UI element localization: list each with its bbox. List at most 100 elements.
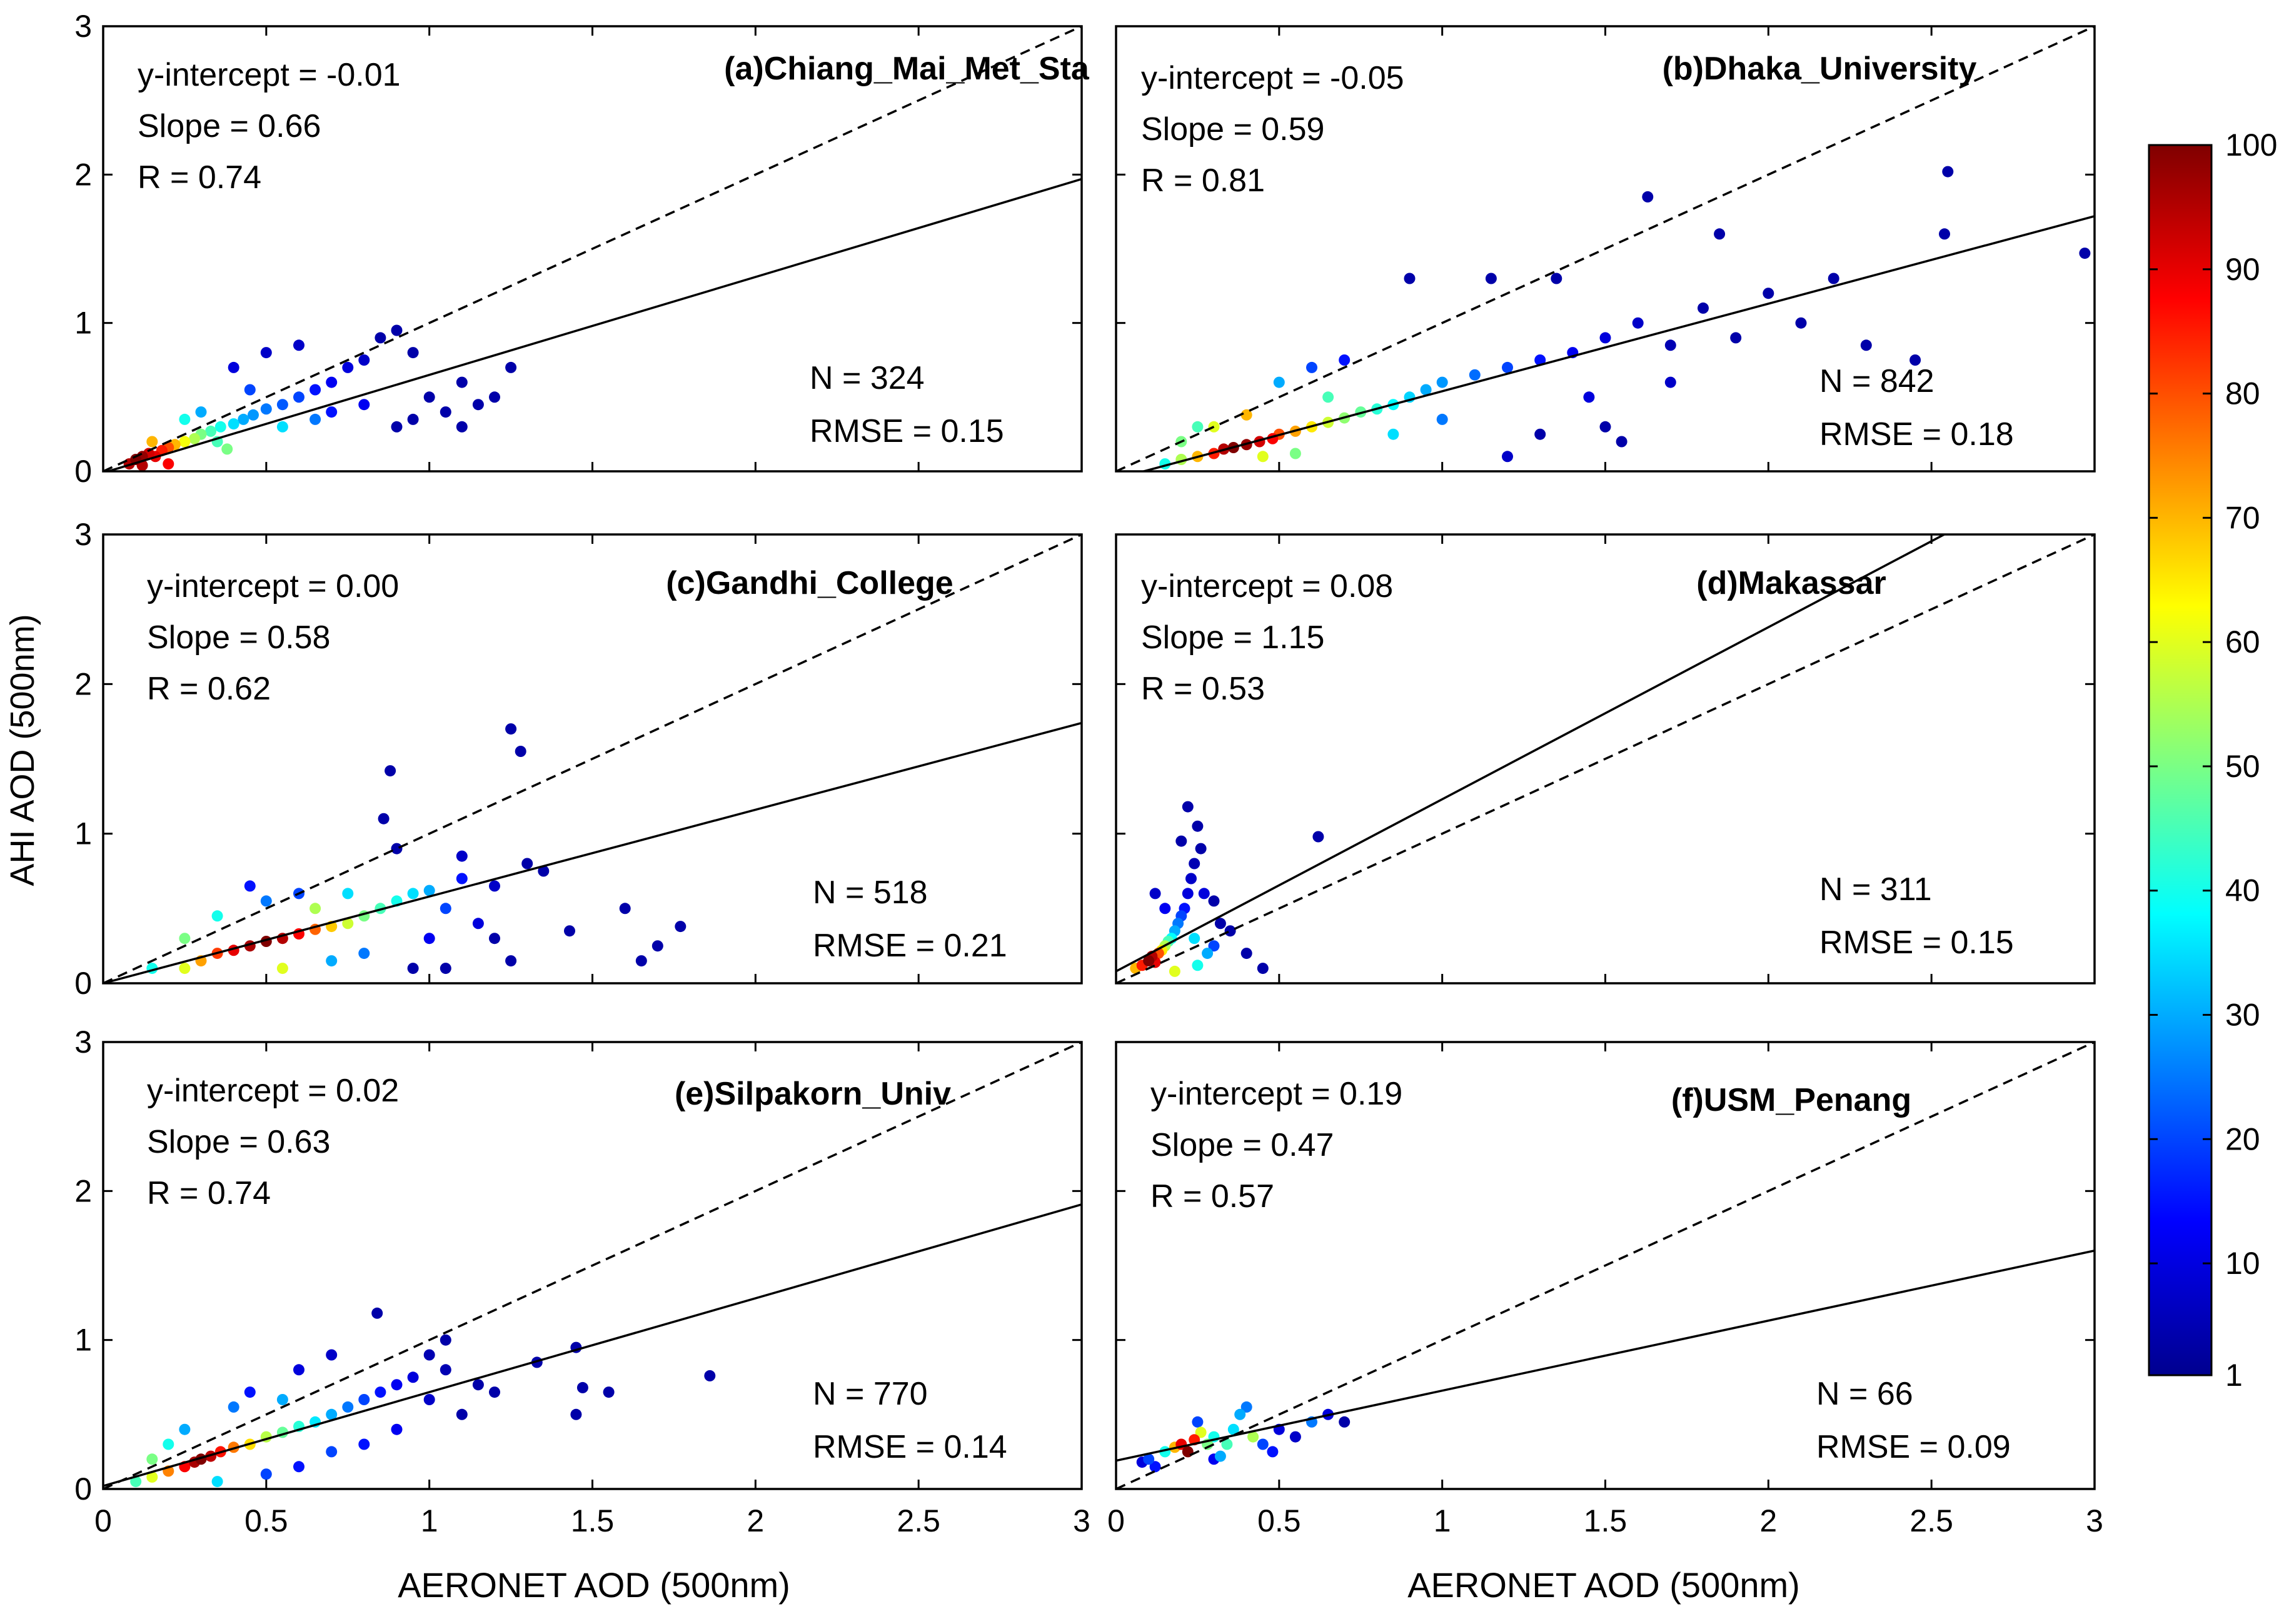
- data-point: [564, 925, 575, 937]
- data-point: [1664, 339, 1676, 351]
- data-point: [326, 1446, 338, 1458]
- data-point: [1221, 1438, 1233, 1450]
- data-point: [1257, 1438, 1269, 1450]
- data-point: [1642, 191, 1654, 203]
- data-point: [1730, 332, 1742, 344]
- data-point: [505, 955, 517, 967]
- data-point: [1182, 801, 1194, 813]
- data-point: [1182, 888, 1194, 900]
- data-point: [603, 1386, 615, 1398]
- x-tick-label: 2.5: [897, 1503, 940, 1538]
- data-point: [326, 376, 338, 388]
- data-point: [521, 858, 533, 870]
- data-point: [276, 963, 288, 975]
- data-point: [651, 940, 663, 952]
- panel-d: y-intercept = 0.08 Slope = 1.15 R = 0.53 (d…: [1115, 533, 2096, 985]
- data-point: [189, 433, 201, 444]
- data-point: [1942, 166, 1954, 178]
- data-point: [276, 421, 288, 433]
- stat-line: Slope = 1.15: [1141, 619, 1324, 656]
- data-point: [205, 425, 217, 437]
- data-point: [309, 413, 321, 425]
- one-to-one-line: [103, 534, 1082, 983]
- n-count: N = 311: [1819, 871, 1932, 908]
- data-point: [342, 918, 354, 930]
- y-ticks: 0 1 2 3: [74, 517, 1082, 1001]
- data-point: [1698, 302, 1709, 314]
- data-point: [276, 399, 288, 411]
- data-point: [472, 918, 484, 930]
- data-point: [1267, 1446, 1279, 1458]
- data-point: [1192, 820, 1204, 832]
- data-point: [515, 746, 526, 757]
- panel-title: (a)Chiang_Mai_Met_Sta: [724, 51, 1090, 87]
- data-point: [635, 955, 647, 967]
- data-point: [423, 885, 435, 896]
- data-point: [260, 1468, 272, 1480]
- data-point: [407, 1371, 419, 1383]
- data-point: [1502, 361, 1513, 373]
- data-point: [423, 1394, 435, 1405]
- data-point: [326, 1349, 338, 1361]
- data-point: [358, 948, 370, 960]
- data-point: [391, 1423, 403, 1435]
- data-point: [1763, 288, 1774, 299]
- data-point: [1192, 960, 1204, 971]
- x-tick-label: 0: [1107, 1503, 1125, 1538]
- data-point: [1828, 273, 1839, 284]
- data-point: [1599, 332, 1611, 344]
- y-tick-label: 0: [74, 454, 92, 489]
- data-point: [407, 963, 419, 975]
- data-point: [1387, 428, 1399, 440]
- stat-line: y-intercept = 0.19: [1150, 1076, 1402, 1112]
- data-point: [260, 347, 272, 359]
- data-point: [1198, 888, 1210, 900]
- data-point: [1289, 1431, 1301, 1443]
- data-point: [1714, 228, 1726, 240]
- scatter-points: [1136, 1401, 1351, 1473]
- data-point: [704, 1370, 716, 1381]
- data-point: [358, 354, 370, 366]
- data-point: [1939, 228, 1950, 240]
- y-tick-label: 0: [74, 1471, 92, 1506]
- data-point: [1247, 1431, 1259, 1443]
- regression-line: [103, 721, 1082, 983]
- one-to-one-line: [103, 1042, 1082, 1489]
- y-ticks: [1116, 25, 2095, 473]
- y-tick-label: 2: [74, 1173, 92, 1208]
- stat-line: Slope = 0.66: [138, 108, 321, 144]
- n-count: N = 66: [1816, 1376, 1913, 1412]
- scatter-points: [123, 324, 517, 471]
- x-tick-label: 2: [747, 1503, 764, 1538]
- data-point: [1214, 918, 1226, 930]
- data-point: [440, 406, 451, 418]
- data-point: [576, 1381, 588, 1393]
- panel-f: 0 0.5 1 1.5 2 2.5 3 y-intercept = 0.19 Slope = 0…: [1107, 1041, 2103, 1538]
- data-point: [1273, 376, 1285, 388]
- data-point: [163, 458, 174, 470]
- data-point: [456, 421, 468, 433]
- panel-title: (d)Makassar: [1696, 565, 1886, 601]
- data-point: [1322, 391, 1334, 403]
- regression-line: [1116, 1249, 2095, 1462]
- x-ticks: [1115, 534, 2096, 983]
- regression-line: [1139, 215, 2095, 471]
- data-point: [570, 1408, 582, 1420]
- data-point: [1143, 955, 1155, 967]
- y-tick-label: 3: [74, 517, 92, 552]
- data-point: [440, 903, 451, 915]
- colorbar-tick-label: 80: [2225, 376, 2260, 411]
- data-point: [456, 873, 468, 885]
- n-count: N = 324: [810, 360, 925, 396]
- y-ticks: 0 1 2 3: [74, 1025, 1082, 1506]
- x-tick-label: 1: [421, 1503, 438, 1538]
- data-point: [326, 406, 338, 418]
- data-point: [244, 880, 256, 892]
- stat-line: R = 0.74: [138, 159, 261, 196]
- stat-line: Slope = 0.59: [1141, 111, 1324, 148]
- data-point: [1175, 835, 1187, 847]
- x-tick-label: 1.5: [571, 1503, 615, 1538]
- data-point: [489, 1386, 500, 1398]
- data-point: [472, 1379, 484, 1391]
- data-point: [423, 391, 435, 403]
